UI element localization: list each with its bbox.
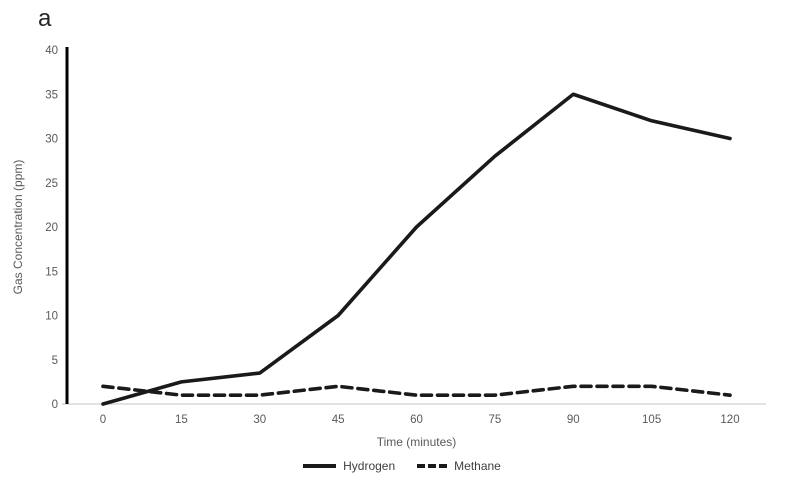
x-tick-label: 30	[253, 414, 266, 426]
x-axis-title: Time (minutes)	[377, 435, 457, 449]
y-tick-label: 0	[52, 399, 58, 411]
x-tick-label: 120	[720, 414, 739, 426]
methane-line-swatch-icon	[417, 464, 448, 468]
x-tick-label: 15	[175, 414, 188, 426]
y-tick-label: 25	[45, 178, 58, 190]
panel-label: a	[38, 5, 52, 32]
y-tick-label: 20	[45, 222, 58, 234]
x-tick-label: 60	[410, 414, 423, 426]
x-tick-label: 75	[488, 414, 501, 426]
chart-legend: Hydrogen Methane	[0, 459, 804, 473]
hydrogen-line-swatch-icon	[303, 464, 337, 468]
methane-series-line	[101, 384, 732, 397]
x-tick-label: 45	[332, 414, 345, 426]
y-tick-label: 5	[52, 355, 58, 367]
y-tick-label: 10	[45, 311, 58, 323]
y-tick-label: 35	[45, 89, 58, 101]
legend-label-hydrogen: Hydrogen	[343, 459, 396, 473]
y-tick-label: 30	[45, 134, 58, 146]
x-tick-label: 105	[642, 414, 661, 426]
y-axis-title: Gas Concentration (ppm)	[11, 160, 25, 295]
legend-item-methane: Methane	[417, 459, 501, 473]
y-tick-label: 15	[45, 266, 58, 278]
x-tick-label: 90	[567, 414, 580, 426]
legend-item-hydrogen: Hydrogen	[303, 459, 395, 473]
x-tick-label: 0	[100, 414, 106, 426]
legend-label-methane: Methane	[454, 459, 501, 473]
hydrogen-series-line	[101, 92, 732, 406]
y-tick-label: 40	[45, 45, 58, 57]
